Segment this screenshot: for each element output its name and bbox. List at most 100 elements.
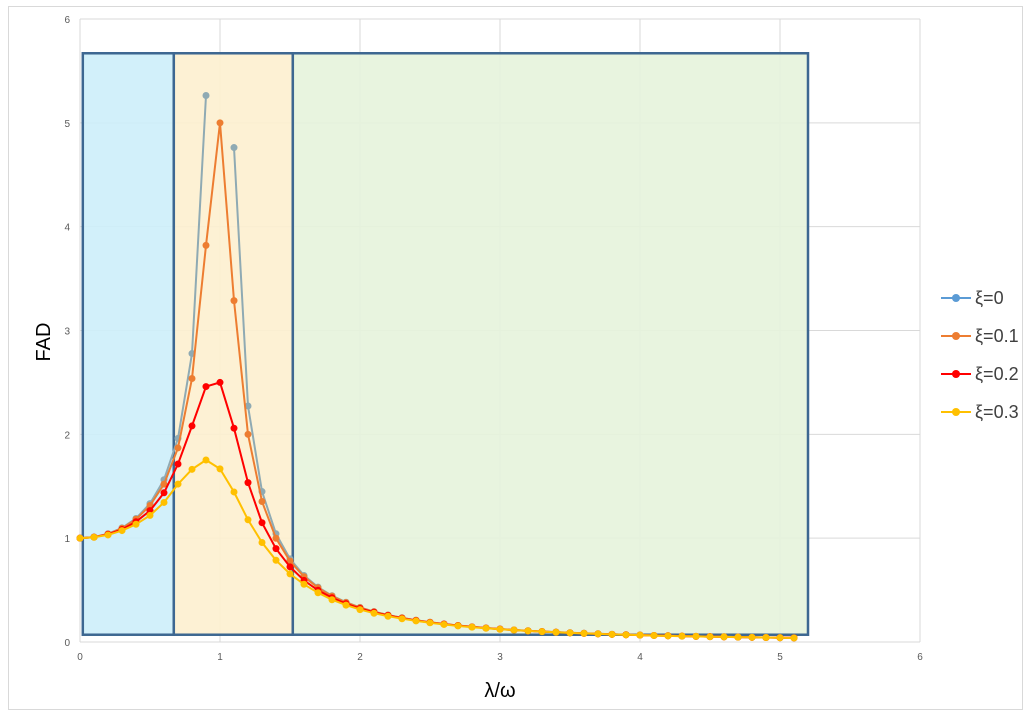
x-tick-label: 0 — [77, 652, 83, 663]
data-point — [202, 92, 210, 100]
x-tick-label: 6 — [917, 652, 923, 663]
data-point — [230, 488, 238, 496]
y-tick-label: 2 — [64, 430, 70, 441]
data-point — [286, 563, 294, 571]
data-point — [580, 629, 588, 637]
data-point — [720, 633, 728, 641]
data-point — [300, 580, 308, 588]
data-point — [594, 630, 602, 638]
x-tick-label: 5 — [777, 652, 783, 663]
y-tick-label: 4 — [64, 223, 70, 234]
data-point — [748, 633, 756, 641]
data-point — [762, 634, 770, 642]
data-point — [132, 520, 140, 528]
data-point — [468, 623, 476, 631]
data-point — [244, 516, 252, 524]
x-tick-label: 3 — [497, 652, 503, 663]
data-point — [230, 297, 238, 305]
y-tick-label: 6 — [64, 15, 70, 26]
data-point — [608, 630, 616, 638]
data-point — [440, 620, 448, 628]
data-point — [692, 632, 700, 640]
data-point — [510, 626, 518, 634]
data-point — [636, 631, 644, 639]
legend-marker — [952, 370, 960, 378]
data-point — [566, 629, 574, 637]
data-point — [272, 556, 280, 564]
data-point — [216, 465, 224, 473]
data-point — [286, 557, 294, 565]
data-point — [384, 612, 392, 620]
series-line — [79, 458, 795, 639]
data-point — [370, 609, 378, 617]
data-point — [104, 531, 112, 539]
data-point — [216, 378, 224, 386]
data-point — [258, 539, 266, 547]
legend-marker — [952, 294, 960, 302]
y-tick-label: 3 — [64, 327, 70, 338]
data-point — [174, 444, 182, 452]
data-point — [272, 534, 280, 542]
data-point — [622, 631, 630, 639]
x-tick-label: 1 — [217, 652, 223, 663]
legend-item: ξ=0.1 — [941, 326, 1019, 346]
data-point — [216, 119, 224, 127]
data-point — [230, 144, 238, 152]
frequency-regions — [81, 52, 810, 636]
data-point — [160, 489, 168, 497]
data-point — [314, 589, 322, 597]
data-point — [188, 465, 196, 473]
legend-item: ξ=0 — [941, 288, 1004, 308]
y-tick-label: 5 — [64, 119, 70, 130]
frequency-region — [291, 52, 810, 636]
legend-label: ξ=0 — [975, 288, 1004, 308]
data-point — [356, 606, 364, 614]
chart-frame — [8, 6, 1023, 710]
data-point — [678, 632, 686, 640]
y-axis-title: FAD — [33, 323, 55, 362]
data-point — [244, 402, 252, 410]
data-point — [552, 628, 560, 636]
data-point — [790, 634, 798, 642]
data-point — [342, 601, 350, 609]
y-tick-label: 0 — [64, 638, 70, 649]
data-point — [734, 633, 742, 641]
data-point — [398, 615, 406, 623]
data-point — [90, 533, 98, 541]
legend-marker — [952, 408, 960, 416]
x-tick-label: 4 — [637, 652, 643, 663]
data-point — [538, 628, 546, 636]
data-point — [188, 422, 196, 430]
data-point — [524, 627, 532, 635]
data-point — [244, 479, 252, 487]
legend: ξ=0 ξ=0.1 ξ=0.2 ξ=0.3 — [941, 288, 1019, 422]
legend-label: ξ=0.2 — [975, 364, 1019, 384]
data-point — [650, 632, 658, 640]
frequency-region — [81, 52, 176, 636]
data-point — [202, 241, 210, 249]
data-point — [174, 480, 182, 488]
tick-labels: 0 1 2 3 4 5 6 0 1 2 3 4 5 6 — [64, 15, 923, 663]
x-tick-label: 2 — [357, 652, 363, 663]
data-point — [706, 633, 714, 641]
data-point — [496, 625, 504, 633]
data-point — [258, 519, 266, 527]
data-point — [202, 456, 210, 464]
data-point — [412, 617, 420, 625]
data-point — [776, 634, 784, 642]
data-point — [286, 570, 294, 578]
legend-label: ξ=0.1 — [975, 326, 1019, 346]
data-point — [160, 480, 168, 488]
legend-marker — [952, 332, 960, 340]
data-point — [76, 534, 84, 542]
legend-label: ξ=0.3 — [975, 402, 1019, 422]
legend-item: ξ=0.3 — [941, 402, 1019, 422]
data-point — [482, 624, 490, 632]
data-point — [202, 383, 210, 391]
data-point — [426, 619, 434, 627]
data-point — [244, 430, 252, 438]
legend-item: ξ=0.2 — [941, 364, 1019, 384]
data-point — [230, 424, 238, 432]
data-point — [328, 596, 336, 604]
